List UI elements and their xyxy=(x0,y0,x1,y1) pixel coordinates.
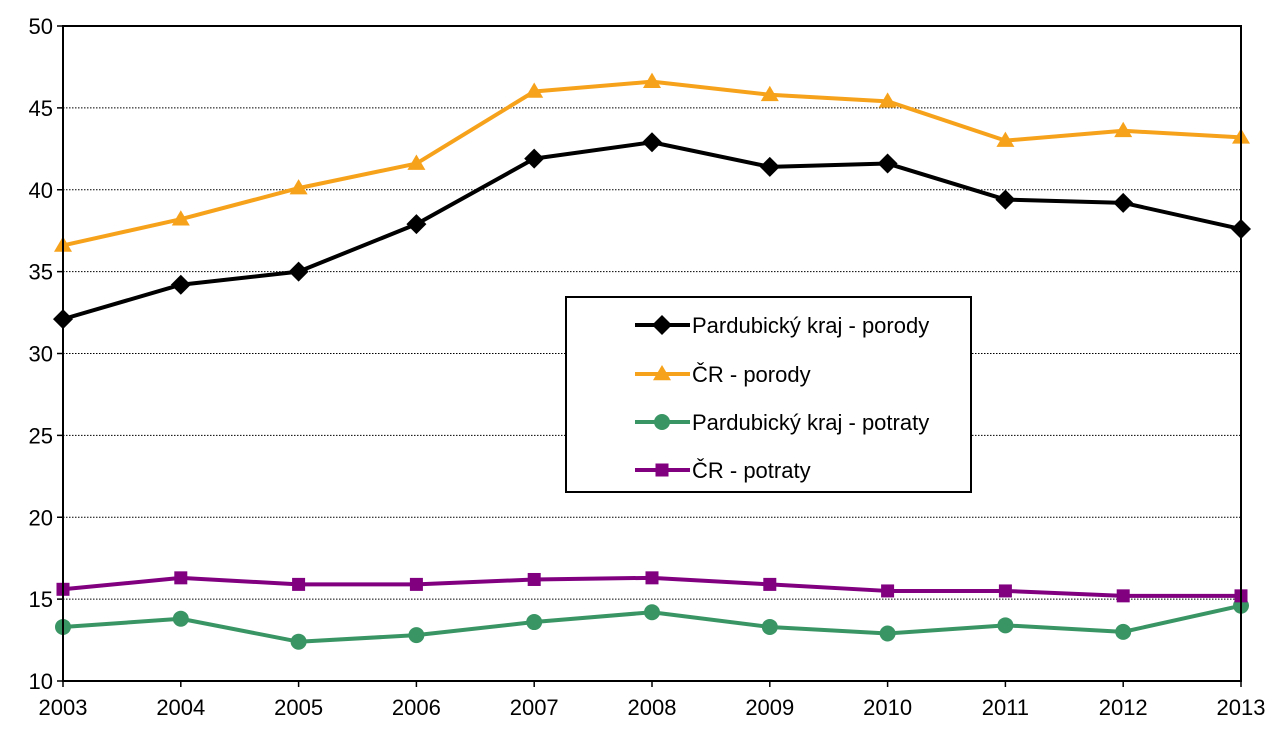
data-point xyxy=(995,189,1016,210)
x-tick-label: 2005 xyxy=(274,695,323,720)
data-point xyxy=(1114,121,1133,138)
x-tick-label: 2010 xyxy=(863,695,912,720)
y-tick-label: 45 xyxy=(29,96,53,121)
y-tick-label: 15 xyxy=(29,587,53,612)
data-point xyxy=(524,148,545,169)
legend-label: ČR - potraty xyxy=(692,458,811,483)
y-tick-label: 35 xyxy=(29,260,53,285)
data-point xyxy=(525,82,544,98)
data-point xyxy=(996,131,1015,147)
x-tick-label: 2008 xyxy=(628,695,677,720)
data-point xyxy=(759,156,780,177)
data-point xyxy=(292,577,306,591)
data-point xyxy=(408,627,425,644)
data-point xyxy=(290,633,307,650)
data-point xyxy=(997,617,1014,634)
data-point xyxy=(288,261,309,282)
y-tick-label: 25 xyxy=(29,423,53,448)
data-point xyxy=(878,92,897,108)
data-point xyxy=(171,210,190,226)
data-point xyxy=(763,577,777,591)
legend: Pardubický kraj - porody ČR - porody Pardu… xyxy=(565,296,972,493)
x-tick-label: 2009 xyxy=(745,695,794,720)
data-point xyxy=(526,614,543,631)
data-point xyxy=(289,179,308,195)
data-point xyxy=(174,571,188,585)
data-point xyxy=(645,571,659,585)
y-tick-label: 10 xyxy=(29,669,53,694)
x-tick-label: 2003 xyxy=(39,695,88,720)
data-point xyxy=(760,85,779,102)
legend-marker xyxy=(652,315,672,335)
data-point xyxy=(877,153,898,174)
y-tick-label: 30 xyxy=(29,342,53,367)
legend-marker xyxy=(653,365,671,381)
x-tick-label: 2013 xyxy=(1217,695,1266,720)
data-point xyxy=(643,72,661,88)
legend-box xyxy=(565,296,972,493)
y-tick-label: 50 xyxy=(29,14,53,39)
y-tick-label: 40 xyxy=(29,178,53,203)
data-point xyxy=(1113,192,1134,213)
data-point xyxy=(642,132,662,153)
legend-label: Pardubický kraj - porody xyxy=(692,313,929,338)
data-point xyxy=(998,584,1012,598)
x-tick-label: 2011 xyxy=(982,695,1029,720)
data-point xyxy=(406,214,427,235)
data-point xyxy=(527,572,541,586)
data-point xyxy=(172,610,189,627)
legend-label: Pardubický kraj - potraty xyxy=(692,410,929,435)
legend-marker xyxy=(654,414,670,430)
series-line-0 xyxy=(62,140,1242,322)
data-point xyxy=(879,625,896,642)
x-tick-label: 2006 xyxy=(392,695,441,720)
data-point xyxy=(409,577,423,591)
y-axis-ticks: 10 15 20 25 30 35 40 45 50 xyxy=(29,14,63,694)
x-axis-ticks: 2003 2004 2005 2006 2007 2008 2009 2010 2011 2012… xyxy=(39,681,1266,720)
data-point xyxy=(170,274,191,295)
legend-marker xyxy=(655,463,669,477)
y-tick-label: 20 xyxy=(29,505,53,530)
x-tick-label: 2007 xyxy=(510,695,559,720)
data-point xyxy=(644,604,660,621)
series-line-1 xyxy=(62,79,1242,248)
data-point xyxy=(881,584,895,598)
x-tick-label: 2004 xyxy=(156,695,205,720)
x-tick-label: 2012 xyxy=(1099,695,1148,720)
legend-label: ČR - porody xyxy=(692,362,811,387)
data-point xyxy=(1116,589,1130,603)
data-point xyxy=(761,618,778,635)
data-point xyxy=(407,154,426,170)
data-point xyxy=(1115,623,1132,640)
